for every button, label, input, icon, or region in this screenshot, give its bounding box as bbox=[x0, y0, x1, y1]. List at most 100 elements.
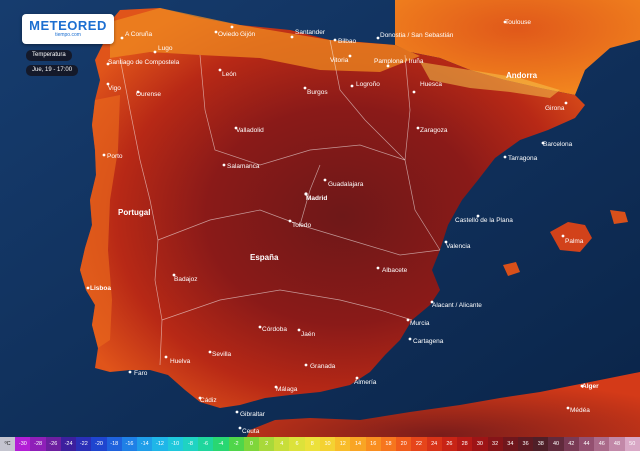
layer-time-pill[interactable]: Jue, 19 - 17:00 bbox=[26, 65, 79, 76]
city-markers: A Coruña Oviedo Gijón Santander Bilbao D… bbox=[86, 19, 599, 435]
legend-cell: 26 bbox=[441, 437, 458, 451]
city-label: Lugo bbox=[158, 45, 173, 52]
legend-cell: -24 bbox=[60, 437, 77, 451]
city-label: Cartagena bbox=[413, 338, 444, 345]
city-label: Huesca bbox=[420, 81, 442, 88]
city-label: Gibraltar bbox=[240, 411, 266, 418]
city-label: Pamplona / Iruña bbox=[374, 58, 424, 65]
city-label: Santiago de Compostela bbox=[108, 59, 180, 66]
north-africa-landmass bbox=[240, 372, 640, 451]
city-label: Jaén bbox=[301, 331, 315, 338]
city-label: Murcia bbox=[410, 320, 430, 327]
legend-cell: -28 bbox=[30, 437, 46, 451]
city-label: León bbox=[222, 71, 237, 78]
legend-cell: 44 bbox=[578, 437, 595, 451]
legend-cell: 28 bbox=[457, 437, 473, 451]
brand-sub: tiempo.com bbox=[55, 32, 81, 38]
legend-cell: 4 bbox=[274, 437, 290, 451]
pyrenees-band bbox=[420, 62, 560, 98]
legend-cell: 38 bbox=[533, 437, 549, 451]
country-label-espana: España bbox=[250, 253, 279, 262]
city-label: Burgos bbox=[307, 89, 328, 96]
legend-cell: -8 bbox=[182, 437, 199, 451]
city-label: Toulouse bbox=[505, 19, 531, 26]
city-label: Barcelona bbox=[543, 141, 573, 148]
legend-cell: -22 bbox=[76, 437, 92, 451]
meteored-logo[interactable]: METEORED tiempo.com bbox=[22, 14, 114, 44]
legend-cell: 34 bbox=[502, 437, 518, 451]
country-label-portugal: Portugal bbox=[118, 208, 150, 217]
legend-cell: 18 bbox=[380, 437, 397, 451]
iberian-peninsula-landmass bbox=[80, 8, 585, 408]
legend-cell: 42 bbox=[563, 437, 579, 451]
legend-cell: 2 bbox=[258, 437, 275, 451]
city-label: Girona bbox=[545, 105, 565, 112]
city-label: Almería bbox=[354, 379, 377, 386]
city-label: Médéa bbox=[570, 407, 590, 414]
city-label: Toledo bbox=[292, 222, 312, 229]
legend-cell: -4 bbox=[213, 437, 229, 451]
city-label: Granada bbox=[310, 363, 336, 370]
legend-unit: ºC bbox=[0, 437, 16, 451]
legend-cell: -6 bbox=[198, 437, 214, 451]
france-landmass bbox=[395, 0, 640, 95]
legend-cell: -12 bbox=[152, 437, 168, 451]
legend-cell: 20 bbox=[396, 437, 412, 451]
legend-cell: 16 bbox=[365, 437, 381, 451]
city-label: Málaga bbox=[276, 386, 298, 393]
legend-cell: 6 bbox=[289, 437, 305, 451]
city-label: Lisboa bbox=[90, 285, 111, 292]
city-label: Vitoria bbox=[330, 57, 349, 64]
city-label: Valencia bbox=[446, 243, 471, 250]
legend-cell: -18 bbox=[106, 437, 122, 451]
legend-cell: -20 bbox=[91, 437, 107, 451]
city-label: Faro bbox=[134, 370, 148, 377]
legend-cell: -10 bbox=[167, 437, 183, 451]
city-label: Alacant / Alicante bbox=[432, 302, 482, 309]
menorca-island bbox=[610, 210, 628, 224]
city-label: Bilbao bbox=[338, 38, 356, 45]
city-label: Badajoz bbox=[174, 276, 198, 283]
brand-name: METEORED bbox=[29, 18, 107, 33]
legend-cell: 8 bbox=[304, 437, 320, 451]
legend-cell: 12 bbox=[335, 437, 351, 451]
city-label: Guadalajara bbox=[328, 181, 364, 188]
legend-cell: -14 bbox=[137, 437, 153, 451]
city-label: Ourense bbox=[136, 91, 161, 98]
city-label: Vigo bbox=[108, 85, 121, 92]
legend-cell: -2 bbox=[228, 437, 244, 451]
city-label: Gijón bbox=[240, 31, 256, 38]
city-label: Albacete bbox=[382, 267, 408, 274]
city-label: Valladolid bbox=[236, 127, 264, 134]
legend-cell: 40 bbox=[548, 437, 564, 451]
legend-cell: 48 bbox=[609, 437, 625, 451]
region-borders bbox=[119, 39, 441, 366]
city-label: Donostia / San Sebastián bbox=[380, 32, 454, 39]
city-label: Oviedo bbox=[218, 31, 239, 38]
city-label: Tarragona bbox=[508, 155, 538, 162]
legend-cell: 22 bbox=[411, 437, 427, 451]
city-label: Salamanca bbox=[227, 163, 260, 170]
city-label: Santander bbox=[295, 29, 326, 36]
city-label: Palma bbox=[565, 238, 584, 245]
city-label: Sevilla bbox=[212, 351, 232, 358]
ibiza-island bbox=[503, 262, 520, 276]
city-label: Madrid bbox=[306, 195, 327, 202]
legend-cell: -26 bbox=[45, 437, 61, 451]
city-label: Ceuta bbox=[242, 428, 260, 435]
legend-cell: 46 bbox=[594, 437, 610, 451]
cantabrian-coast-band bbox=[110, 8, 420, 72]
mallorca-island bbox=[550, 222, 592, 252]
city-label: A Coruña bbox=[125, 31, 152, 38]
legend-cell: 30 bbox=[472, 437, 488, 451]
legend-cell: 14 bbox=[350, 437, 366, 451]
country-label-andorra: Andorra bbox=[506, 71, 538, 80]
legend-cell: 32 bbox=[487, 437, 503, 451]
legend-cell: -16 bbox=[121, 437, 138, 451]
city-label: Córdoba bbox=[262, 326, 287, 333]
legend-cell: -30 bbox=[15, 437, 31, 451]
layer-variable-pill[interactable]: Temperatura bbox=[26, 50, 72, 61]
legend-cell: 36 bbox=[517, 437, 534, 451]
